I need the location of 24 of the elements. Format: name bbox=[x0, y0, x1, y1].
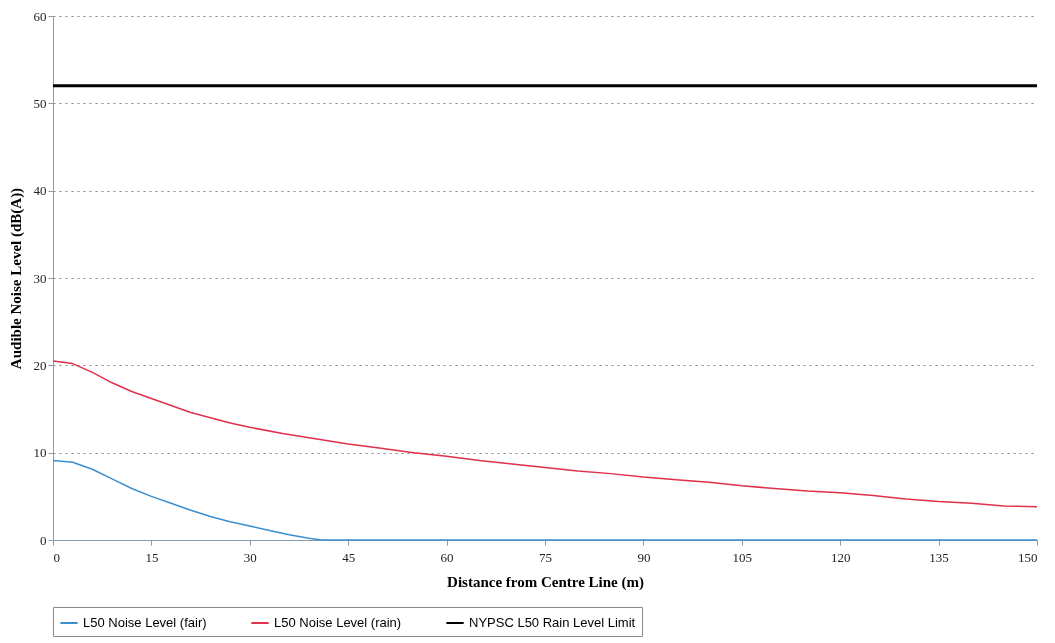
x-tick-label: 15 bbox=[145, 549, 159, 565]
y-tick-label: 40 bbox=[33, 183, 47, 199]
x-tick-label: 150 bbox=[1018, 549, 1038, 565]
line-series bbox=[52, 360, 1038, 508]
x-tick-label: 30 bbox=[243, 549, 257, 565]
legend-label: NYPSC L50 Rain Level Limit bbox=[469, 615, 636, 630]
x-tick-label: 45 bbox=[342, 549, 356, 565]
x-tick-label: 75 bbox=[539, 549, 552, 565]
x-tick-label: 135 bbox=[929, 549, 949, 565]
x-tick-label: 120 bbox=[830, 549, 851, 565]
y-tick-label: 60 bbox=[33, 8, 47, 24]
y-tick-label: 20 bbox=[33, 357, 47, 373]
y-tick-label: 0 bbox=[40, 532, 47, 548]
x-tick-label: 0 bbox=[53, 549, 60, 565]
x-tick-label: 60 bbox=[440, 549, 454, 565]
x-tick-label: 90 bbox=[637, 549, 651, 565]
y-tick-label: 10 bbox=[33, 445, 47, 461]
legend-label: L50 Noise Level (fair) bbox=[83, 615, 207, 630]
y-tick-label: 30 bbox=[33, 270, 47, 286]
legend-label: L50 Noise Level (rain) bbox=[274, 615, 402, 630]
y-axis-title: Audible Noise Level (dB(A)) bbox=[7, 187, 25, 370]
x-axis-title: Distance from Centre Line (m) bbox=[447, 573, 644, 591]
y-tick-label: 50 bbox=[33, 95, 47, 111]
x-tick-label: 105 bbox=[732, 549, 753, 565]
